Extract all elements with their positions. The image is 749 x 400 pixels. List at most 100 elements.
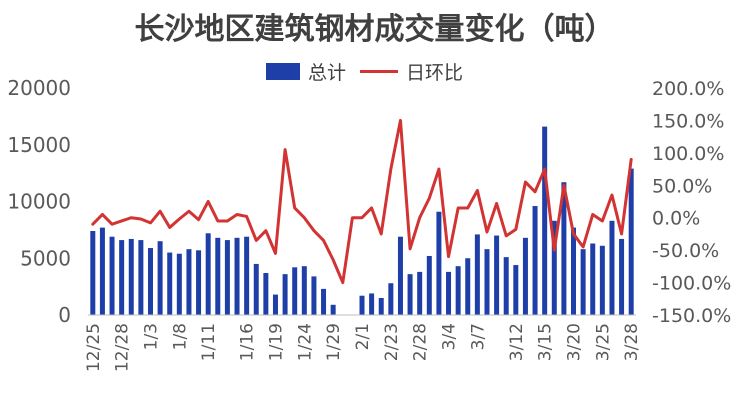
bar bbox=[455, 266, 461, 315]
bar bbox=[494, 235, 500, 315]
bar bbox=[147, 248, 153, 315]
x-tick-label: 1/11 bbox=[199, 323, 219, 361]
bar bbox=[407, 274, 413, 315]
bar bbox=[215, 237, 221, 315]
x-tick-label: 12/25 bbox=[84, 323, 104, 372]
bar bbox=[465, 258, 471, 315]
bar bbox=[417, 271, 423, 315]
bar bbox=[176, 253, 182, 315]
x-tick-label: 1/3 bbox=[141, 323, 161, 350]
right-tick-label: -150.0% bbox=[652, 305, 731, 327]
left-tick-label: 0 bbox=[58, 303, 71, 327]
bar bbox=[542, 126, 548, 315]
x-tick-label: 3/25 bbox=[593, 323, 613, 361]
x-tick-label: 1/19 bbox=[266, 323, 286, 361]
bar bbox=[186, 249, 192, 315]
bar bbox=[244, 236, 250, 315]
bar bbox=[580, 249, 586, 315]
right-tick-label: -50.0% bbox=[652, 240, 719, 262]
x-tick-label: 3/20 bbox=[565, 323, 585, 361]
bar bbox=[571, 227, 577, 315]
x-tick-label: 2/28 bbox=[411, 323, 431, 361]
bar bbox=[263, 273, 269, 315]
bar bbox=[196, 250, 202, 315]
bar bbox=[234, 237, 240, 315]
x-tick-label: 2/23 bbox=[382, 323, 402, 361]
right-tick-label: 150.0% bbox=[652, 110, 724, 132]
bar bbox=[532, 206, 538, 315]
bar bbox=[484, 249, 490, 315]
bar bbox=[561, 182, 567, 315]
legend-item-dod: 日环比 bbox=[360, 58, 463, 85]
bar bbox=[311, 276, 317, 315]
legend-swatch-bar bbox=[266, 62, 300, 80]
x-tick-label: 1/16 bbox=[238, 323, 258, 361]
left-tick-label: 10000 bbox=[7, 190, 71, 214]
bar bbox=[272, 294, 278, 315]
bar bbox=[128, 238, 134, 315]
bar bbox=[369, 293, 375, 315]
x-tick-label: 3/28 bbox=[622, 323, 642, 361]
line-series bbox=[91, 118, 633, 285]
right-axis-ticks: -150.0% -100.0% -50.0% 0.0% 50.0% 100.0% 150.0… bbox=[652, 78, 731, 327]
bar bbox=[628, 168, 634, 315]
bar bbox=[378, 297, 384, 315]
bar bbox=[388, 283, 394, 315]
bar bbox=[253, 263, 259, 315]
bar bbox=[224, 240, 230, 315]
bar bbox=[292, 267, 298, 315]
bar bbox=[359, 295, 365, 315]
right-tick-label: -100.0% bbox=[652, 273, 731, 295]
bar bbox=[397, 236, 403, 315]
bar bbox=[503, 257, 509, 315]
x-tick-label: 1/29 bbox=[324, 323, 344, 361]
right-tick-label: 100.0% bbox=[652, 143, 724, 165]
bar bbox=[609, 220, 615, 315]
bar bbox=[426, 255, 432, 315]
x-tick-label: 1/24 bbox=[295, 323, 315, 361]
bar bbox=[205, 233, 211, 315]
bar bbox=[282, 274, 288, 315]
legend-item-total: 总计 bbox=[266, 58, 346, 85]
legend-label-total: 总计 bbox=[308, 61, 347, 84]
bar bbox=[90, 231, 96, 315]
legend: 总计 日环比 bbox=[266, 58, 477, 84]
bar bbox=[522, 237, 528, 315]
bar bbox=[167, 252, 173, 315]
bar bbox=[513, 265, 519, 315]
bar bbox=[474, 234, 480, 315]
legend-swatch-line bbox=[360, 69, 399, 73]
x-tick-label: 1/8 bbox=[170, 323, 190, 350]
x-tick-label: 3/12 bbox=[507, 323, 527, 361]
chart-title: 长沙地区建筑钢材成交量变化（吨） bbox=[134, 12, 615, 47]
left-axis-ticks: 0 5000 10000 15000 20000 bbox=[7, 76, 71, 327]
right-tick-label: 50.0% bbox=[652, 175, 712, 197]
bar bbox=[551, 220, 557, 315]
right-tick-label: 200.0% bbox=[652, 78, 724, 100]
legend-label-dod: 日环比 bbox=[406, 61, 464, 84]
left-tick-label: 20000 bbox=[7, 76, 71, 100]
series-line bbox=[91, 118, 633, 285]
x-tick-label: 3/15 bbox=[536, 323, 556, 361]
bar bbox=[321, 288, 327, 315]
x-tick-label: 12/28 bbox=[113, 323, 133, 372]
bar bbox=[436, 211, 442, 315]
right-tick-label: 0.0% bbox=[652, 208, 700, 230]
bar bbox=[330, 304, 336, 315]
bar bbox=[599, 245, 605, 315]
bar bbox=[619, 238, 625, 315]
bar bbox=[301, 266, 307, 315]
bar bbox=[590, 243, 596, 315]
bar bbox=[138, 240, 144, 315]
left-tick-label: 5000 bbox=[20, 246, 71, 270]
left-tick-label: 15000 bbox=[7, 133, 71, 157]
bar bbox=[446, 271, 452, 315]
bar-series bbox=[90, 126, 634, 315]
bar bbox=[109, 236, 115, 315]
bar bbox=[99, 227, 105, 315]
bar bbox=[157, 241, 163, 315]
bar bbox=[119, 240, 125, 315]
x-tick-label: 3/4 bbox=[440, 323, 460, 350]
